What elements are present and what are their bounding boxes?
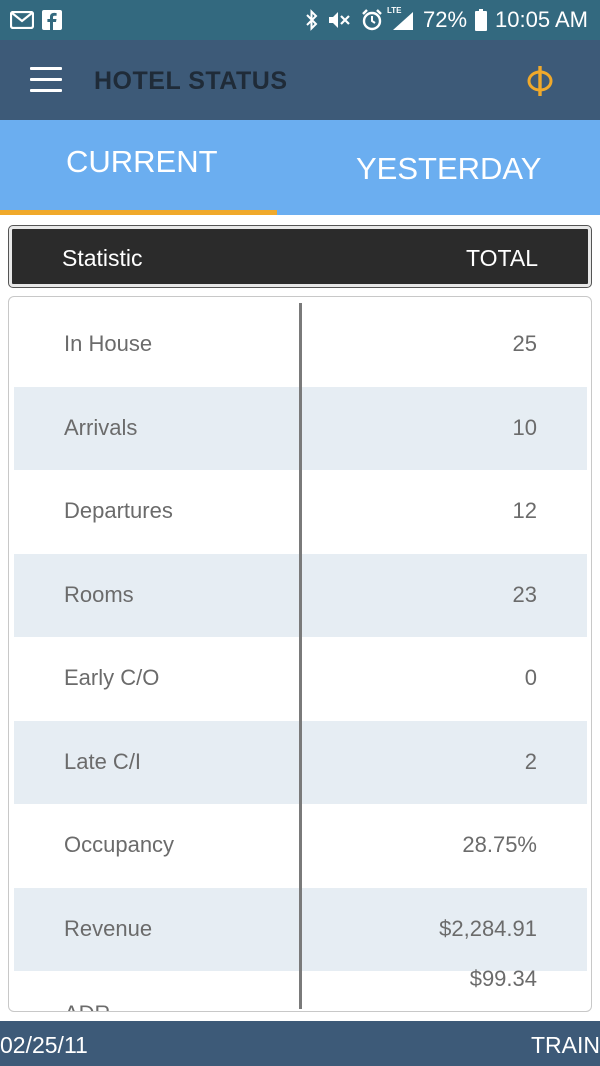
phi-logo-icon — [526, 65, 554, 97]
stat-value: 28.75% — [462, 832, 537, 857]
tab-current[interactable]: CURRENT — [0, 120, 277, 215]
footer-mode: TRAIN — [531, 1032, 600, 1058]
stat-name: Rooms — [64, 581, 134, 607]
stat-value: $99.34 — [469, 966, 537, 991]
stat-value: 25 — [512, 331, 537, 356]
stat-name: ADR — [64, 1001, 110, 1011]
app-bar: HOTEL STATUS — [0, 40, 600, 120]
stat-value: 2 — [524, 748, 537, 774]
network-label: LTE — [387, 6, 402, 15]
battery-icon — [475, 9, 488, 31]
tab-bar: CURRENT YESTERDAY — [0, 120, 600, 215]
tab-yesterday-label: YESTERDAY — [356, 151, 542, 186]
stat-value: 10 — [512, 414, 537, 440]
status-bar: LTE 72% 10:05 AM — [0, 0, 600, 40]
stat-name: In House — [64, 331, 153, 356]
table-header: Statistic TOTAL — [8, 225, 592, 288]
stat-name: Early C/O — [64, 665, 160, 690]
tab-selected-indicator — [0, 210, 277, 215]
stat-name: Revenue — [64, 915, 153, 941]
column-divider — [299, 303, 302, 1009]
mute-icon — [327, 9, 353, 31]
battery-percent: 72% — [423, 7, 468, 32]
column-header-statistic: Statistic — [62, 245, 143, 271]
stats-table[interactable]: In House 25 Arrivals 10 Departures 12 Ro… — [8, 296, 592, 1012]
stat-value: 23 — [512, 581, 537, 607]
table-row: ADR $99.34 — [14, 966, 587, 1011]
footer-bar: 02/25/11 TRAIN — [0, 1021, 600, 1066]
signal-icon: LTE — [387, 6, 415, 31]
stat-value: 0 — [524, 665, 537, 690]
table-row: Departures 12 — [14, 470, 587, 554]
table-row: In House 25 — [14, 303, 587, 387]
hamburger-menu-icon[interactable] — [30, 67, 62, 93]
mail-icon — [10, 9, 34, 31]
facebook-icon — [42, 9, 62, 31]
column-header-total: TOTAL — [466, 245, 538, 271]
stat-name: Arrivals — [64, 414, 138, 440]
stat-name: Occupancy — [64, 832, 175, 857]
stat-value: 12 — [512, 498, 537, 523]
page-title: HOTEL STATUS — [94, 67, 288, 95]
tab-yesterday[interactable]: YESTERDAY — [277, 120, 600, 215]
footer-date: 02/25/11 — [0, 1032, 88, 1058]
clock-time: 10:05 AM — [495, 7, 588, 32]
table-row: Early C/O 0 — [14, 637, 587, 721]
stat-name: Late C/I — [64, 748, 142, 774]
stat-value: $2,284.91 — [439, 915, 537, 941]
alarm-icon — [361, 9, 383, 31]
tab-current-label: CURRENT — [66, 144, 218, 179]
table-row: Occupancy 28.75% — [14, 804, 587, 888]
bluetooth-icon — [305, 9, 319, 31]
stat-name: Departures — [64, 498, 173, 523]
